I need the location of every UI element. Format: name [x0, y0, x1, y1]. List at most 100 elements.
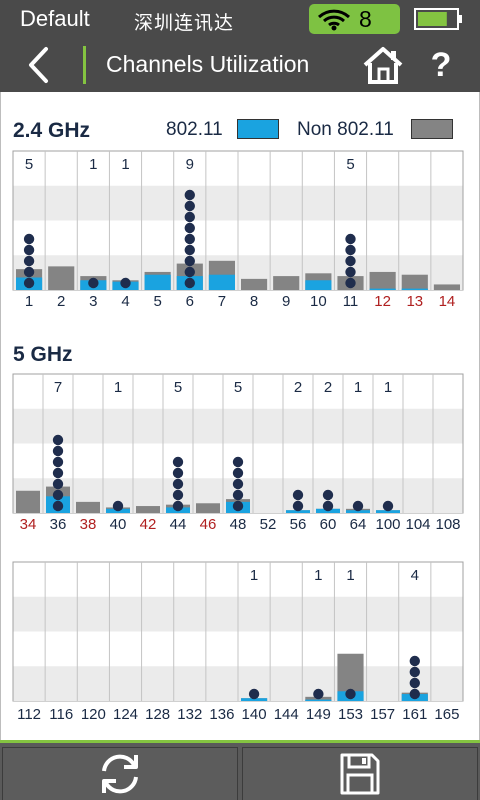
channel-label: 36 [50, 516, 67, 533]
home-button[interactable] [360, 44, 406, 86]
ap-dot [313, 688, 324, 700]
channel-label: 157 [370, 706, 395, 723]
bar-non-80211 [273, 276, 300, 290]
channel-label: 4 [121, 293, 129, 310]
channel-label: 52 [260, 516, 277, 533]
channel-label: 12 [374, 293, 391, 310]
ap-dot [172, 478, 184, 490]
channel-label: 128 [145, 706, 170, 723]
ap-dot [292, 489, 304, 501]
ap-dot [352, 500, 364, 512]
company-name: 深圳连讯达 [134, 12, 235, 34]
ap-dot [322, 500, 334, 512]
channel-label: 153 [338, 706, 363, 723]
ap-dot [23, 233, 35, 245]
channel-label: 1 [25, 293, 33, 310]
ap-dot [52, 434, 64, 446]
ap-dot [345, 266, 356, 278]
channel-label: 6 [186, 293, 194, 310]
channel-label: 13 [406, 293, 423, 310]
ap-dot [172, 467, 184, 479]
channel-label: 132 [177, 706, 202, 723]
ap-dot [409, 666, 420, 678]
ap-dot [184, 244, 195, 256]
ap-dot [172, 500, 184, 512]
bar-non-80211 [241, 278, 268, 290]
bar-non-80211 [401, 274, 428, 290]
ap-count-label: 1 [250, 567, 258, 584]
channel-label: 116 [49, 706, 73, 723]
channel-label: 104 [405, 516, 430, 533]
ap-count-label: 5 [174, 379, 182, 396]
back-button[interactable] [18, 44, 62, 86]
wifi-icon [317, 9, 351, 31]
save-button[interactable] [242, 747, 478, 800]
battery-icon [414, 8, 462, 30]
ap-count-label: 2 [324, 379, 332, 396]
ap-count-label: 2 [294, 379, 302, 396]
status-bar: Default 深圳连讯达 8 [0, 0, 480, 38]
bar-80211 [305, 699, 332, 701]
channel-label: 40 [110, 516, 127, 533]
bar-non-80211 [136, 506, 160, 513]
channel-label: 108 [435, 516, 460, 533]
channel-label: 120 [81, 706, 106, 723]
title-bar: Channels Utilization ? [0, 38, 480, 92]
bar-non-80211 [48, 266, 75, 290]
ap-dot [409, 677, 420, 689]
ap-dot [345, 688, 356, 700]
ap-count-label: 1 [114, 379, 122, 396]
ap-dot [409, 655, 420, 667]
ap-dot [52, 478, 64, 490]
title-divider [83, 46, 86, 84]
channel-label: 14 [439, 293, 456, 310]
bar-80211 [144, 274, 171, 290]
ap-dot [345, 233, 356, 245]
ap-dot [172, 489, 184, 501]
profile-name[interactable]: Default [20, 6, 90, 31]
back-arrow-icon [29, 47, 48, 83]
legend-label-80211: 802.11 [166, 119, 223, 140]
channel-label: 56 [290, 516, 307, 533]
channel-label: 46 [200, 516, 217, 533]
channel-label: 64 [350, 516, 367, 533]
ap-dot [172, 456, 184, 468]
channel-label: 44 [170, 516, 187, 533]
channel-label: 165 [434, 706, 459, 723]
ap-dot [232, 478, 244, 490]
ap-dot [52, 489, 64, 501]
ap-dot [184, 255, 195, 267]
ap-count-label: 1 [384, 379, 392, 396]
grid-band [13, 408, 463, 444]
ap-dot [88, 277, 99, 289]
refresh-icon [102, 754, 138, 794]
ap-dot [23, 266, 35, 278]
channel-label: 112 [17, 706, 41, 723]
wifi-badge[interactable]: 8 [309, 4, 400, 34]
channel-label: 48 [230, 516, 247, 533]
channel-label: 140 [242, 706, 267, 723]
ap-dot [184, 211, 195, 223]
channel-label: 161 [402, 706, 427, 723]
ap-count-label: 5 [25, 156, 33, 173]
ap-dot [184, 189, 195, 201]
ap-dot [23, 277, 35, 289]
legend-swatch-80211 [237, 119, 279, 139]
ap-dot [184, 200, 195, 212]
save-icon [340, 753, 380, 795]
channel-label: 38 [80, 516, 97, 533]
channel-label: 124 [113, 706, 138, 723]
band-title-5: 5 GHz [13, 343, 73, 366]
ap-count-label: 5 [234, 379, 242, 396]
page-title: Channels Utilization [106, 51, 310, 77]
channel-label: 144 [274, 706, 299, 723]
refresh-button[interactable] [2, 747, 238, 800]
channel-label: 3 [89, 293, 97, 310]
ap-dot [184, 277, 195, 289]
ap-count-label: 4 [411, 567, 419, 584]
band-title-24: 2.4 GHz [13, 119, 91, 142]
bar-non-80211 [369, 271, 396, 290]
help-icon: ? [430, 46, 452, 84]
ap-dot [345, 277, 356, 289]
help-button[interactable]: ? [424, 44, 458, 86]
